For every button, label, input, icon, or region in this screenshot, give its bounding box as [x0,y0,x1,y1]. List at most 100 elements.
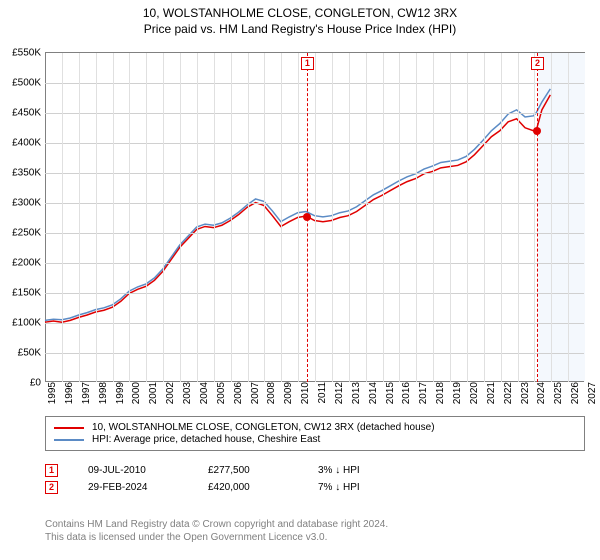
gridline-v [450,53,451,382]
x-tick-label: 1997 [79,382,92,404]
transaction-date: 29-FEB-2024 [88,482,178,493]
x-tick-label: 2017 [416,382,429,404]
legend-swatch [54,439,84,441]
gridline-v [298,53,299,382]
gridline-v [484,53,485,382]
x-tick-label: 2027 [585,382,598,404]
transaction-marker: 1 [45,464,58,477]
gridline-v [214,53,215,382]
gridline-v [62,53,63,382]
gridline-v [366,53,367,382]
event-dot [303,213,311,221]
gridline-v [79,53,80,382]
transaction-price: £420,000 [208,482,288,493]
gridline-v [113,53,114,382]
gridline-v [315,53,316,382]
legend-box: 10, WOLSTANHOLME CLOSE, CONGLETON, CW12 … [45,416,585,451]
footer-line-1: Contains HM Land Registry data © Crown c… [45,518,585,531]
gridline-v [163,53,164,382]
gridline-v [129,53,130,382]
chart-container: 10, WOLSTANHOLME CLOSE, CONGLETON, CW12 … [0,0,600,560]
transaction-price: £277,500 [208,465,288,476]
x-tick-label: 2015 [383,382,396,404]
y-tick-label: £550K [12,48,45,59]
transaction-table: 1 09-JUL-2010 £277,500 3% ↓ HPI 2 29-FEB-2024… [45,460,585,498]
y-tick-label: £200K [12,258,45,269]
x-tick-label: 1999 [113,382,126,404]
gridline-v [197,53,198,382]
gridline-v [467,53,468,382]
gridline-v [534,53,535,382]
transaction-row: 2 29-FEB-2024 £420,000 7% ↓ HPI [45,481,585,494]
event-vline [537,53,538,382]
gridline-v [96,53,97,382]
transaction-diff: 7% ↓ HPI [318,482,398,493]
x-tick-label: 2016 [399,382,412,404]
gridline-v [264,53,265,382]
legend-label: 10, WOLSTANHOLME CLOSE, CONGLETON, CW12 … [92,422,435,433]
footer-line-2: This data is licensed under the Open Gov… [45,531,585,544]
gridline-v [433,53,434,382]
y-tick-label: £350K [12,168,45,179]
event-marker-box: 1 [301,57,314,70]
x-tick-label: 2009 [281,382,294,404]
legend-row: HPI: Average price, detached house, Ches… [54,434,576,445]
x-tick-label: 2006 [231,382,244,404]
x-tick-label: 2000 [129,382,142,404]
event-dot [533,127,541,135]
gridline-v [416,53,417,382]
gridline-v [399,53,400,382]
event-marker-box: 2 [531,57,544,70]
title-area: 10, WOLSTANHOLME CLOSE, CONGLETON, CW12 … [0,0,600,36]
x-tick-label: 2024 [534,382,547,404]
x-tick-label: 2002 [163,382,176,404]
y-tick-label: £50K [18,348,45,359]
y-tick-label: £450K [12,108,45,119]
transaction-date: 09-JUL-2010 [88,465,178,476]
y-tick-label: £0 [30,378,45,389]
x-tick-label: 2018 [433,382,446,404]
x-tick-label: 2019 [450,382,463,404]
x-tick-label: 2025 [551,382,564,404]
x-tick-label: 1995 [45,382,58,404]
transaction-row: 1 09-JUL-2010 £277,500 3% ↓ HPI [45,464,585,477]
chart-plot-area: £0£50K£100K£150K£200K£250K£300K£350K£400… [45,52,585,382]
x-tick-label: 2007 [248,382,261,404]
gridline-v [349,53,350,382]
legend-label: HPI: Average price, detached house, Ches… [92,434,320,445]
x-tick-label: 2001 [146,382,159,404]
gridline-v [281,53,282,382]
gridline-v [551,53,552,382]
x-tick-label: 2010 [298,382,311,404]
x-tick-label: 2012 [332,382,345,404]
x-tick-label: 1998 [96,382,109,404]
title-line-2: Price paid vs. HM Land Registry's House … [0,22,600,36]
gridline-v [501,53,502,382]
x-tick-label: 2004 [197,382,210,404]
transaction-diff: 3% ↓ HPI [318,465,398,476]
gridline-v [518,53,519,382]
y-tick-label: £500K [12,78,45,89]
x-tick-label: 2023 [518,382,531,404]
x-tick-label: 2003 [180,382,193,404]
gridline-v [383,53,384,382]
x-tick-label: 2014 [366,382,379,404]
legend-row: 10, WOLSTANHOLME CLOSE, CONGLETON, CW12 … [54,422,576,433]
x-tick-label: 1996 [62,382,75,404]
y-tick-label: £400K [12,138,45,149]
gridline-v [568,53,569,382]
y-tick-label: £250K [12,228,45,239]
y-tick-label: £300K [12,198,45,209]
x-tick-label: 2021 [484,382,497,404]
gridline-v [332,53,333,382]
gridline-v [248,53,249,382]
gridline-v [180,53,181,382]
x-tick-label: 2005 [214,382,227,404]
transaction-marker: 2 [45,481,58,494]
title-line-1: 10, WOLSTANHOLME CLOSE, CONGLETON, CW12 … [0,6,600,20]
y-tick-label: £100K [12,318,45,329]
x-tick-label: 2013 [349,382,362,404]
gridline-v [146,53,147,382]
gridline-v [231,53,232,382]
x-tick-label: 2008 [264,382,277,404]
